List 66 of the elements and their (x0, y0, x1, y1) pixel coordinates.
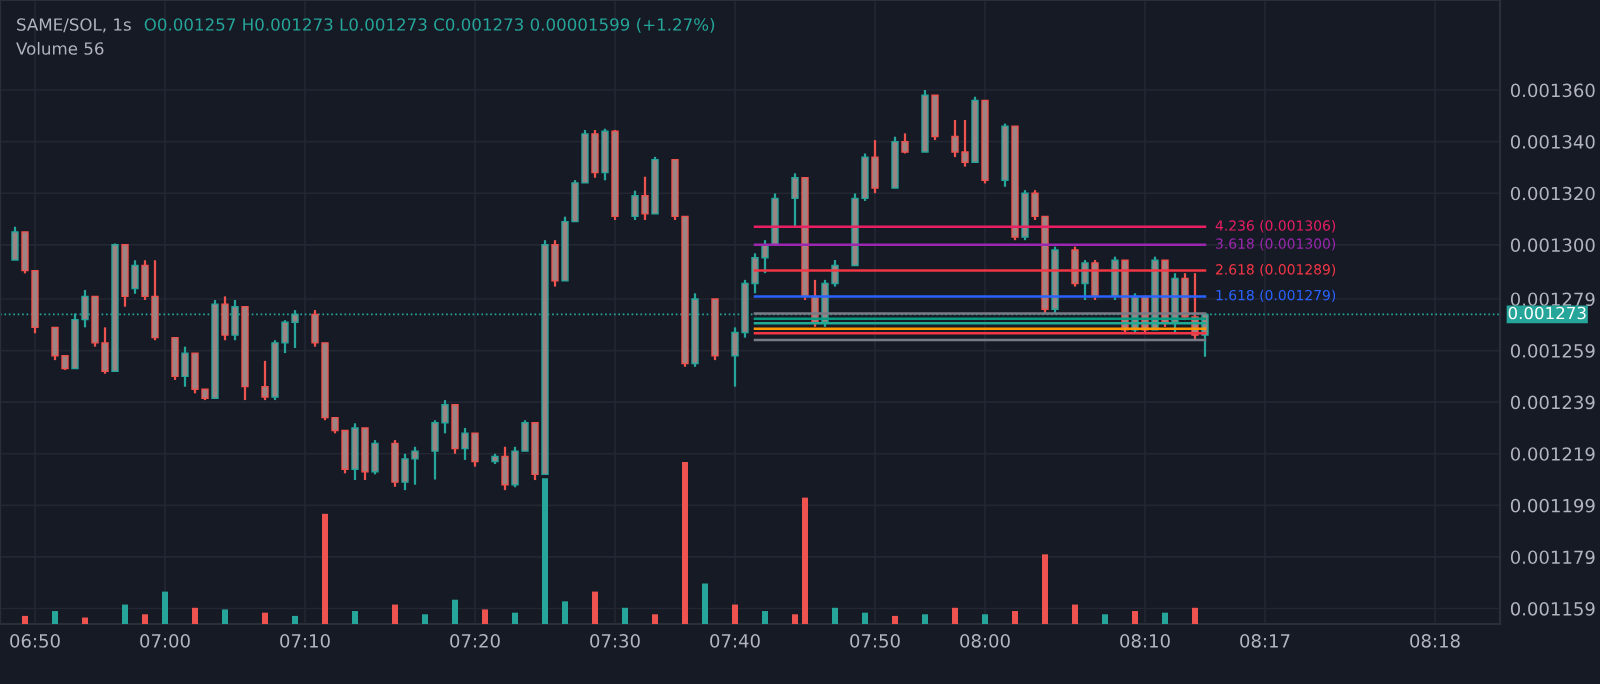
x-tick-label: 08:10 (1120, 634, 1170, 648)
y-tick-label: 0.001159 (1510, 601, 1595, 616)
bar (952, 607, 958, 624)
text: Volume 56 (16, 41, 104, 55)
bar (922, 614, 928, 624)
x-tick-label: 08:18 (1410, 634, 1460, 648)
bar (352, 611, 358, 624)
y-tick-label: 0.001340 (1510, 135, 1595, 149)
bar (222, 609, 228, 624)
x-tick-label: 07:00 (140, 634, 190, 648)
bar (482, 609, 488, 624)
bar (982, 614, 988, 624)
bar (52, 611, 58, 624)
bar (162, 591, 168, 624)
x-tick-label: 08:00 (960, 634, 1010, 648)
bar (22, 615, 28, 624)
bar (622, 607, 628, 624)
x-tick-label: 06:50 (10, 634, 60, 648)
y-tick-label: 0.001259 (1510, 344, 1595, 358)
y-tick-label: 0.001360 (1510, 83, 1595, 98)
bar (1162, 612, 1168, 624)
x-tick-label: 07:30 (590, 634, 640, 648)
bar (1042, 554, 1048, 624)
bar (1072, 604, 1078, 624)
ref-line-label: 0.001273 (1508, 306, 1586, 320)
bar (732, 604, 738, 624)
bar (142, 614, 148, 624)
bar (702, 583, 708, 624)
x-tick-label: 07:10 (280, 634, 330, 648)
bar (422, 614, 428, 624)
bar (762, 611, 768, 624)
bar (1192, 607, 1198, 624)
x-tick-label: 07:20 (450, 634, 500, 648)
bar (1012, 611, 1018, 624)
x-tick-label: 07:40 (710, 634, 760, 648)
bar (592, 591, 598, 624)
bar (892, 615, 898, 624)
y-tick-label: 0.001300 (1510, 238, 1595, 252)
y-tick-label: 0.001179 (1510, 550, 1595, 565)
annotation: O0.001257 H0.001273 L0.001273 C0.001273 0.00001599 (+1.27%) (144, 17, 715, 33)
bar (802, 497, 808, 624)
bar (452, 599, 458, 624)
bar (1102, 614, 1108, 624)
bar (832, 607, 838, 624)
bar (192, 607, 198, 624)
bar (322, 513, 328, 624)
x-tick-label: 08:17 (1240, 634, 1290, 648)
text: SAME/SOL, 1s (17, 18, 131, 33)
bar (292, 615, 298, 624)
bar (262, 612, 268, 624)
bar (682, 462, 688, 624)
bar (792, 614, 798, 624)
bar (562, 601, 568, 624)
bar (1132, 611, 1138, 624)
bar (512, 612, 518, 624)
bar (652, 614, 658, 624)
y-tick-label: 0.001219 (1510, 447, 1595, 461)
bar (82, 617, 88, 624)
bar (392, 604, 398, 624)
bar (862, 612, 868, 624)
y-tick-label: 0.001239 (1510, 395, 1595, 410)
bar (122, 604, 128, 624)
y-tick-label: 0.001279 (1510, 292, 1595, 307)
y-tick-label: 0.001320 (1510, 186, 1595, 201)
x-tick-label: 07:50 (850, 634, 900, 648)
y-tick-label: 0.001199 (1510, 498, 1595, 513)
